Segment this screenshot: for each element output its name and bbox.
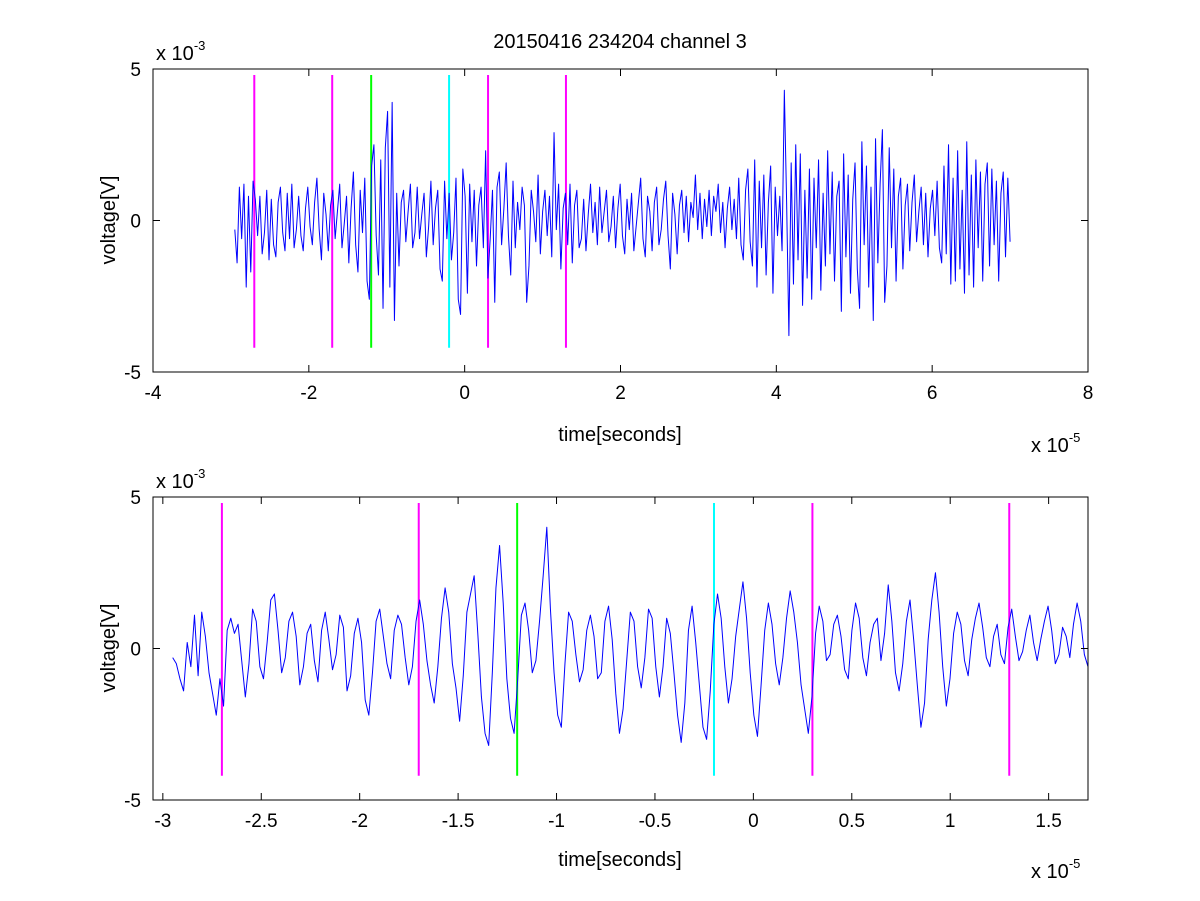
- top-y-tick-label: 0: [130, 212, 141, 233]
- bottom-x-tick-label: 1.5: [1035, 811, 1061, 832]
- top-signal-trace: [234, 89, 1011, 337]
- figure-title: 20150416 234204 channel 3: [493, 31, 747, 53]
- bottom-x-tick-label: -1: [548, 811, 565, 832]
- bottom-y-exponent: x 10-3: [156, 466, 205, 493]
- top-x-exponent-power: -5: [1069, 430, 1081, 445]
- bottom-x-ticks: -3 -2.5 -2 -1.5 -1 -0.5 0 0.5 1 1.5: [154, 497, 1062, 832]
- bottom-markers: [220, 503, 1011, 776]
- top-y-tick-label: 5: [130, 60, 141, 81]
- top-x-tick-label: 4: [771, 383, 782, 404]
- bottom-axes-frame: [152, 496, 1089, 801]
- top-x-tick-label: -2: [300, 383, 317, 404]
- top-y-exponent-base: x 10: [156, 43, 194, 65]
- bottom-y-tick-label: 0: [130, 640, 141, 661]
- bottom-x-tick-label: -0.5: [639, 811, 672, 832]
- bottom-x-tick-label: 1: [945, 811, 956, 832]
- top-y-exponent: x 10-3: [156, 38, 205, 65]
- bottom-y-tick-label: -5: [124, 791, 141, 812]
- bottom-x-exponent: x 10-5: [1031, 856, 1080, 883]
- top-x-tick-label: -4: [145, 383, 162, 404]
- bottom-x-tick-label: -1.5: [442, 811, 475, 832]
- bottom-x-axis-label: time[seconds]: [558, 849, 681, 871]
- top-y-axis-label: voltage[V]: [98, 176, 120, 265]
- top-y-exponent-power: -3: [194, 38, 206, 53]
- top-y-ticks: -5 0 5: [124, 60, 1088, 384]
- top-x-ticks: -4 -2 0 2 4 6 8: [145, 69, 1094, 404]
- bottom-x-tick-label: -2.5: [245, 811, 278, 832]
- bottom-signal: [172, 526, 1089, 746]
- bottom-x-tick-label: 0: [748, 811, 759, 832]
- top-x-exponent: x 10-5: [1031, 430, 1080, 457]
- top-x-axis-label: time[seconds]: [558, 424, 681, 446]
- bottom-x-tick-label: -2: [351, 811, 368, 832]
- bottom-y-axis-label: voltage[V]: [98, 604, 120, 693]
- bottom-y-tick-label: 5: [130, 488, 141, 509]
- top-x-tick-label: 0: [459, 383, 470, 404]
- top-x-tick-label: 2: [615, 383, 626, 404]
- bottom-x-tick-label: 0.5: [839, 811, 865, 832]
- bottom-x-exponent-base: x 10: [1031, 861, 1069, 883]
- bottom-signal-trace: [172, 526, 1089, 746]
- bottom-x-tick-label: -3: [154, 811, 171, 832]
- top-x-tick-label: 6: [927, 383, 938, 404]
- axes-bottom: -3 -2.5 -2 -1.5 -1 -0.5 0 0.5 1 1.5 -5 0 5 time[sec…: [98, 466, 1089, 883]
- top-markers: [253, 75, 567, 348]
- top-y-tick-label: -5: [124, 363, 141, 384]
- top-x-exponent-base: x 10: [1031, 435, 1069, 457]
- bottom-y-ticks: -5 0 5: [124, 488, 1088, 812]
- top-signal: [234, 89, 1011, 337]
- top-x-tick-label: 8: [1083, 383, 1094, 404]
- axes-top: -4 -2 0 2 4 6 8 -505 time[seconds] voltage[V] …: [98, 38, 1093, 457]
- bottom-y-exponent-base: x 10: [156, 471, 194, 493]
- bottom-x-exponent-power: -5: [1069, 856, 1081, 871]
- bottom-y-exponent-power: -3: [194, 466, 206, 481]
